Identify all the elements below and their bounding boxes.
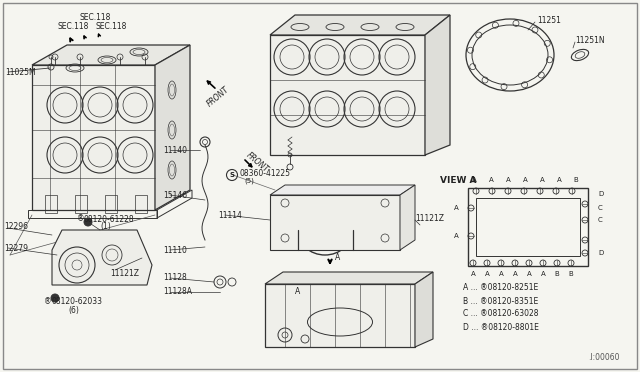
Text: ®: ® [44,298,51,307]
Text: 11128: 11128 [163,273,187,282]
Text: 11251: 11251 [537,16,561,25]
Text: D: D [598,250,604,256]
Polygon shape [415,272,433,347]
Text: SEC.118: SEC.118 [80,13,111,22]
Text: ®: ® [77,215,84,224]
Text: S: S [230,172,234,178]
Text: C: C [598,205,603,211]
Bar [468,188,588,266]
Text: 15146: 15146 [163,190,187,199]
Text: 12279: 12279 [4,244,28,253]
Text: 08120-62033: 08120-62033 [51,298,102,307]
Text: 08120-61228: 08120-61228 [84,215,134,224]
Text: FRONT: FRONT [205,85,230,109]
Text: (1): (1) [100,221,111,231]
Text: C: C [598,217,603,223]
Bar [75,195,87,213]
Text: 11114: 11114 [218,211,242,219]
Text: A: A [513,271,517,277]
Text: FRONT: FRONT [245,150,271,174]
Text: A: A [541,271,545,277]
Text: VIEW A: VIEW A [440,176,477,185]
Text: 11121Z: 11121Z [415,214,444,222]
Text: 11110: 11110 [163,246,187,254]
Text: 12296: 12296 [4,221,28,231]
Polygon shape [400,185,415,250]
Text: D ... ®08120-8801E: D ... ®08120-8801E [463,323,539,331]
Text: 11128A: 11128A [163,288,192,296]
Text: A: A [295,288,300,296]
Circle shape [51,294,59,302]
Polygon shape [155,45,190,210]
Text: A: A [523,177,527,183]
Polygon shape [265,284,415,347]
Polygon shape [425,15,450,155]
Text: A: A [454,233,458,239]
Polygon shape [270,185,415,195]
Text: B: B [573,177,579,183]
Text: A: A [506,177,510,183]
Text: B ... ®08120-8351E: B ... ®08120-8351E [463,296,538,305]
Text: SEC.118: SEC.118 [95,22,126,31]
Text: B: B [568,271,573,277]
Polygon shape [32,65,155,210]
Text: A: A [454,205,458,211]
Bar [45,195,57,213]
Polygon shape [265,272,433,284]
Text: 11140: 11140 [163,145,187,154]
Bar [105,195,117,213]
Text: A: A [472,177,476,183]
Text: (5): (5) [244,178,254,184]
Text: .I:00060: .I:00060 [589,353,620,362]
Text: A: A [499,271,504,277]
Polygon shape [270,15,450,35]
Text: 11251N: 11251N [575,35,605,45]
Text: D: D [598,191,604,197]
Text: (6): (6) [68,305,79,314]
Text: 11025M: 11025M [5,67,36,77]
Text: 11121Z: 11121Z [110,269,139,279]
Text: A: A [557,177,561,183]
Text: 08360-41225: 08360-41225 [240,169,291,177]
Text: A: A [488,177,493,183]
Text: A: A [527,271,531,277]
Text: A: A [335,253,340,263]
Circle shape [84,218,92,226]
Text: SEC.118: SEC.118 [58,22,90,31]
Polygon shape [270,35,425,155]
Text: A ... ®08120-8251E: A ... ®08120-8251E [463,283,538,292]
Polygon shape [52,230,152,285]
Text: A: A [540,177,545,183]
Polygon shape [270,195,400,250]
Text: B: B [555,271,559,277]
Text: C ... ®08120-63028: C ... ®08120-63028 [463,310,538,318]
Polygon shape [32,45,190,65]
Bar [135,195,147,213]
Text: A: A [470,271,476,277]
Text: A: A [484,271,490,277]
Bar [476,198,580,256]
